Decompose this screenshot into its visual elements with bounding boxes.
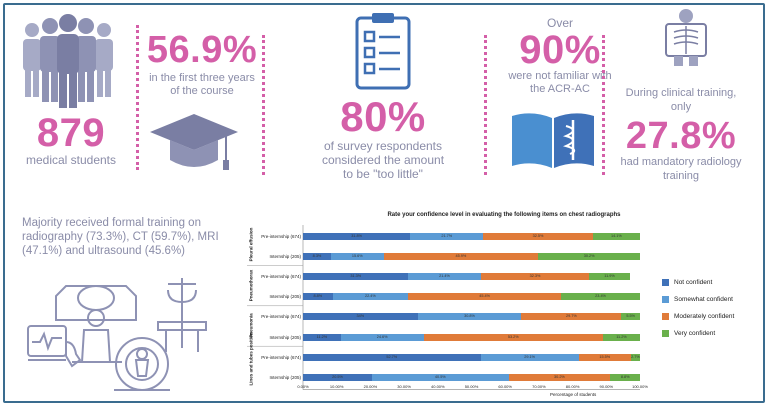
xray-person-icon: [660, 6, 712, 66]
bar-segment-not-confident: 52.7%: [303, 353, 481, 361]
acr-prefix: Over: [546, 16, 573, 30]
bar-segment-not-confident: 31.8%: [303, 232, 411, 240]
legend-item-somewhat-confident: Somewhat confident: [662, 291, 734, 308]
bar-segment-not-confident: 31.3%: [303, 273, 409, 280]
bar-segment-somewhat-confident: 21.7%: [410, 232, 484, 240]
bar-segment-moderately-confident: 53.2%: [423, 333, 603, 341]
legend-swatch: [662, 279, 669, 286]
bar-segment-moderately-confident: 32.5%: [483, 232, 593, 240]
bar-segment-very-confident: 11.2%: [602, 333, 640, 341]
checklist-icon: [354, 12, 412, 90]
first-years-value: 56.9%: [146, 29, 258, 71]
infographic-frame: [3, 3, 765, 403]
legend-label: Very confident: [674, 330, 716, 337]
legend-swatch: [662, 330, 669, 337]
graduation-cap-icon: [148, 108, 240, 178]
chart-svg: [247, 225, 640, 390]
legend-swatch: [662, 313, 669, 320]
students-label: medical students: [25, 153, 117, 167]
bar-segment-not-confident: 20.5%: [303, 374, 373, 381]
mandatory-label: had mandatory radiology training: [620, 156, 742, 182]
acr-value: 90%: [519, 28, 601, 72]
x-tick-label: 70.00%: [532, 384, 546, 389]
bar-segment-very-confident: 2.7%: [630, 353, 640, 361]
x-tick-label: 90.00%: [599, 384, 614, 389]
bar-segment-somewhat-confident: 22.4%: [332, 293, 409, 301]
bar-segment-very-confident: 11.9%: [589, 273, 630, 280]
row-label: Pre-internship (674): [261, 233, 301, 239]
x-tick-label: 100.00%: [632, 384, 648, 389]
x-tick-label: 60.00%: [498, 384, 512, 389]
too-little-label: of survey respondents considered the amo…: [321, 139, 445, 181]
row-label: Internship (205): [269, 253, 301, 259]
bar-segment-very-confident: 5.5%: [621, 313, 640, 321]
divider-4: [602, 35, 605, 175]
bar-segment-moderately-confident: 45.4%: [408, 293, 562, 301]
divider-3: [484, 35, 487, 175]
bar-segment-very-confident: 23.4%: [561, 293, 640, 301]
bar-segment-somewhat-confident: 24.6%: [340, 333, 424, 341]
bar-segment-very-confident: 14.1%: [592, 232, 640, 240]
legend-item-not-confident: Not confident: [662, 274, 734, 291]
bar-segment-moderately-confident: 30.2%: [508, 374, 611, 381]
x-tick-label: 10.00%: [329, 384, 344, 389]
bar-segment-moderately-confident: 45.9%: [383, 252, 539, 260]
bar-segment-very-confident: 30.2%: [538, 252, 640, 260]
first-years-label: in the first three years of the course: [149, 72, 255, 97]
x-tick-label: 20.00%: [363, 384, 378, 389]
mandatory-value: 27.8%: [625, 115, 737, 157]
legend-swatch: [662, 296, 669, 303]
acr-label: were not familiar with the ACR-AC: [508, 70, 612, 95]
students-value: 879: [36, 111, 106, 155]
chart-title: Rate your confidence level in evaluating…: [387, 212, 621, 218]
bar-segment-moderately-confident: 32.3%: [480, 273, 590, 280]
too-little-value: 80%: [340, 93, 426, 140]
divider-2: [262, 35, 265, 175]
divider-1: [136, 25, 139, 170]
people-icon: [14, 12, 122, 112]
bar-segment-not-confident: 8.8%: [303, 293, 333, 301]
x-tick-label: 0.00%: [297, 384, 309, 389]
x-tick-label: 30.00%: [397, 384, 411, 389]
bar-segment-somewhat-confident: 30.8%: [417, 313, 522, 321]
legend-item-very-confident: Very confident: [662, 325, 734, 342]
x-tick-label: 80.00%: [565, 384, 580, 389]
formal-training-text: Majority received formal training on rad…: [22, 217, 219, 257]
row-label: Internship (205): [269, 294, 301, 300]
legend-label: Not confident: [674, 279, 713, 286]
confidence-chart: Rate your confidence level in evaluating…: [245, 211, 763, 401]
chart-overlay: Pleural effusion Pneumothorax Pneumonia Lin…: [245, 211, 763, 401]
medical-book-icon: [508, 108, 598, 172]
bar-segment-not-confident: 11.2%: [303, 333, 341, 341]
bar-segment-moderately-confident: 29.7%: [521, 313, 622, 321]
bar-segment-not-confident: 34%: [303, 313, 418, 321]
x-tick-label: 50.00%: [464, 384, 479, 389]
bar-segment-somewhat-confident: 29.1%: [480, 353, 579, 361]
bar-segment-somewhat-confident: 21.4%: [408, 273, 481, 280]
legend-label: Somewhat confident: [674, 296, 733, 303]
bar-segment-moderately-confident: 15.5%: [578, 353, 631, 361]
row-label: Pre-internship (674): [261, 314, 301, 320]
bar-segment-not-confident: 8.3%: [303, 252, 331, 260]
bar-segment-very-confident: 8.8%: [610, 374, 640, 381]
bar-segment-somewhat-confident: 15.6%: [330, 252, 384, 260]
bar-segment-somewhat-confident: 40.5%: [372, 374, 509, 381]
chart-legend: Not confident Somewhat confident Moderat…: [662, 274, 734, 342]
row-label: Internship (205): [269, 375, 301, 380]
legend-label: Moderately confident: [674, 313, 735, 320]
chart-xlabel: Percentage of students: [550, 392, 597, 397]
row-label: Pre-internship (674): [261, 354, 301, 360]
row-label: Internship (205): [269, 334, 301, 340]
x-tick-label: 40.00%: [431, 384, 445, 389]
row-label: Pre-internship (674): [261, 274, 301, 279]
mandatory-prefix: During clinical training, only: [625, 87, 737, 113]
legend-item-moderately-confident: Moderately confident: [662, 308, 734, 325]
imaging-equipment-icon: [18, 268, 218, 394]
